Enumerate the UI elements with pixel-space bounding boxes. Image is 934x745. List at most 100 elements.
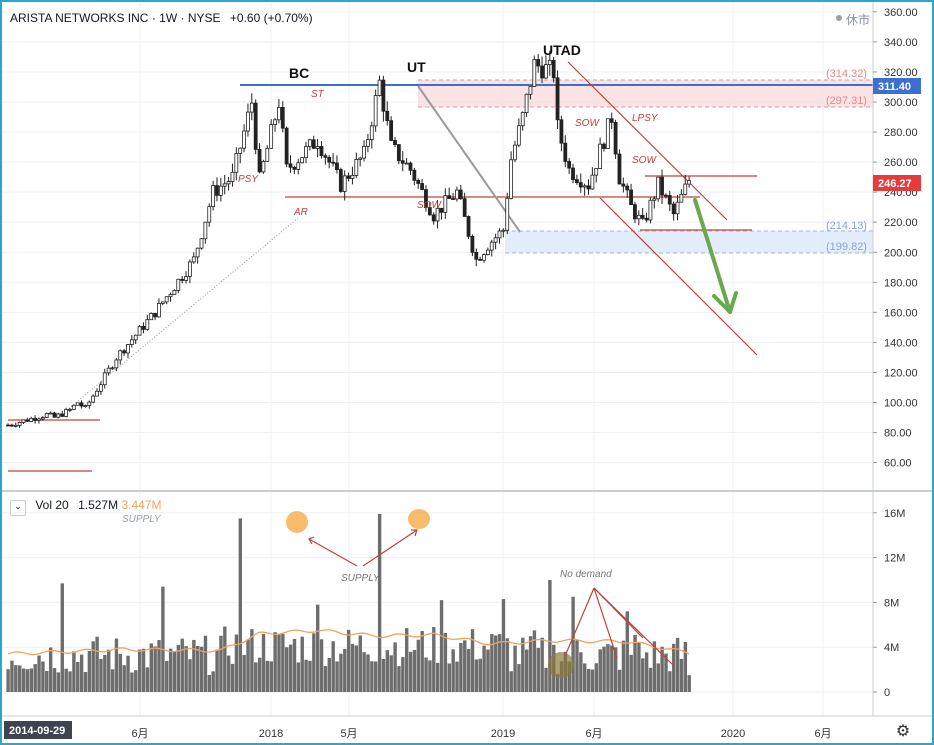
volume-bar [161,586,165,692]
channel-lower-line[interactable] [599,197,758,356]
time-axis[interactable]: 6月 2018 5月 2019 6月 2020 6月 [131,728,831,740]
volume-indicator-name[interactable]: Vol 20 [35,498,69,512]
volume-bar [211,671,215,692]
candle [451,193,455,200]
candle [520,111,525,131]
candle [443,188,448,219]
volume-bar [362,652,366,692]
volume-bar [246,639,250,692]
candle [176,278,181,294]
time-tick-label: 6月 [585,728,602,740]
candle [578,173,583,193]
time-gridlines [139,2,824,716]
volume-axis[interactable]: 16M 12M 8M 4M 0 [873,508,905,699]
candle [470,234,475,257]
candle [455,186,459,202]
volume-bar [575,640,579,692]
candle [52,411,57,418]
volume-bar [281,633,285,692]
volume-bar [37,655,41,692]
volume-bar [644,652,649,692]
candle [292,165,297,175]
volume-bar [470,629,475,692]
price-tick-label: 80.00 [884,428,912,440]
candle [56,412,61,419]
candle [466,215,471,239]
volume-bar [323,666,328,692]
candle [246,103,250,137]
candle [288,155,293,173]
volume-bar [617,669,622,692]
label-st: ST [311,89,325,100]
candle [513,140,517,163]
volume-bar [6,669,10,692]
price-axis[interactable]: 360.00340.00320.00300.00280.00260.00240.… [873,7,918,470]
price-tick-label: 200.00 [884,247,918,259]
volume-bar [83,672,88,692]
candle [269,119,274,149]
candle [373,89,378,132]
price-tick-label: 360.00 [884,7,918,19]
candle [338,167,343,193]
candle [145,314,150,331]
volume-bar [172,651,177,692]
volume-tick-label: 0 [884,687,890,699]
candle [242,124,246,153]
candle [226,176,231,191]
volume-bar [223,626,227,692]
candle [366,133,370,153]
volume-bar [126,655,130,692]
volume-bar [304,659,308,692]
channel-upper-line[interactable] [567,61,728,221]
volume-bar [134,670,138,692]
candle [160,301,165,306]
candle [195,247,200,264]
volume-bar [683,641,688,692]
label-ar: AR [293,207,308,218]
candle [555,70,560,129]
last-price-tag: 246.27 [873,175,921,191]
volume-bar [432,627,436,692]
ut-decline-line[interactable] [417,85,521,233]
candle [362,140,366,162]
volume-bar [64,668,68,692]
ar-trend-line[interactable] [54,217,299,421]
candle [493,233,498,250]
wyckoff-labels: BC UT UTAD ST PSY AR SOW SOW SOW LPSY [238,42,659,218]
gear-icon[interactable]: ⚙ [895,721,911,740]
symbol-name[interactable]: ARISTA NETWORKS INC [10,11,149,25]
candle [652,196,657,209]
candle [141,322,146,334]
candle [199,238,204,250]
volume-bar [180,638,184,692]
volume-bar [346,629,351,692]
collapse-chevron-icon[interactable]: ⌄ [10,500,26,516]
candle [474,248,479,267]
time-tick-label: 2018 [259,728,283,740]
volume-bar [598,649,602,692]
volume-bar [300,636,304,692]
volume-bar [513,645,517,692]
volume-bar [331,641,335,692]
label-psy: PSY [238,174,259,185]
candle [671,201,676,221]
candle [342,170,347,201]
volume-bar [586,668,591,692]
candle [586,179,591,195]
candle [137,324,142,336]
candle [211,180,216,211]
candle [203,221,208,244]
volume-tick-label: 8M [884,597,899,609]
candle [126,343,130,359]
interval-label[interactable]: 1W [159,11,178,25]
volume-bar [137,649,142,692]
candle [385,101,390,126]
volume-bar [497,634,502,692]
svg-text:2014-09-29: 2014-09-29 [9,725,65,737]
exchange-label: NYSE [187,11,221,25]
candle [29,416,34,422]
no-demand-highlight [548,652,574,678]
volume-bar [555,674,560,692]
volume-bar [103,654,107,692]
